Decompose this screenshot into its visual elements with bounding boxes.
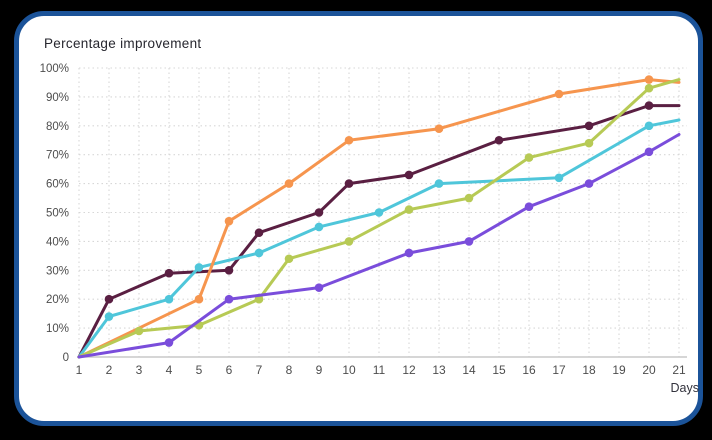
point-cyan-day-11	[374, 208, 384, 217]
point-lime-day-12	[404, 205, 414, 214]
point-lime-day-16	[524, 153, 534, 162]
point-violet-day-12	[404, 248, 414, 258]
y-tick-label: 10%	[46, 323, 69, 335]
point-cyan-day-4	[164, 294, 174, 304]
point-orange-day-5	[194, 294, 204, 304]
line-violet	[77, 133, 681, 359]
point-cyan-day-7	[254, 248, 264, 258]
point-plum-day-12	[404, 170, 414, 180]
point-violet-day-14	[464, 237, 474, 246]
x-tick-label: 3	[136, 363, 143, 377]
point-plum-day-18	[584, 121, 594, 131]
point-violet-day-9	[314, 283, 324, 292]
point-orange-day-13	[434, 124, 444, 133]
point-violet-day-6	[224, 294, 234, 304]
chart-card-inner: Percentage improvement 100% 90% 80% 70% 60% 5…	[19, 16, 699, 421]
x-tick-label: 17	[552, 363, 566, 377]
line-chart: 100%90%80%70%60%50%40%30%20%10%01 2 3 4 5 6 7 8…	[40, 63, 687, 377]
point-orange-day-10	[344, 135, 354, 145]
x-tick-label: 12	[402, 363, 416, 377]
x-tick-label: 9	[316, 363, 323, 377]
y-tick-label: 90%	[46, 92, 69, 104]
point-lime-day-3	[134, 326, 144, 336]
line-orange	[77, 78, 681, 359]
y-tick-label: 80%	[46, 121, 69, 133]
y-tick-label: 100%	[40, 63, 69, 75]
y-tick-label: 70%	[46, 150, 69, 162]
point-plum-day-15	[494, 135, 504, 145]
x-tick-label: 14	[462, 363, 476, 377]
y-tick-label: 30%	[46, 265, 69, 277]
x-tick-label: 15	[492, 363, 506, 377]
point-plum-day-7	[254, 228, 264, 238]
point-orange-day-17	[554, 89, 564, 99]
point-plum-day-10	[344, 179, 354, 188]
point-cyan-day-5	[194, 263, 204, 272]
y-tick-label: 50%	[46, 208, 69, 220]
point-cyan-day-20	[644, 121, 654, 131]
x-tick-label: 2	[106, 363, 113, 377]
point-violet-day-4	[164, 338, 174, 347]
point-orange-day-20	[644, 75, 654, 84]
x-tick-label: 11	[373, 363, 386, 377]
y-tick-label: 20%	[46, 294, 69, 306]
line-plum	[77, 104, 681, 359]
point-plum-day-20	[644, 101, 654, 110]
point-cyan-day-2	[104, 312, 114, 321]
point-violet-day-18	[584, 179, 594, 188]
point-orange-day-8	[284, 179, 294, 188]
x-tick-label: 6	[226, 363, 233, 377]
y-tick-label: 0	[63, 352, 69, 364]
chart-title: Percentage improvement	[44, 36, 202, 51]
point-cyan-day-9	[314, 222, 324, 232]
x-tick-label: 7	[256, 363, 263, 377]
chart-card: Percentage improvement 100% 90% 80% 70% 60% 5…	[14, 11, 703, 426]
x-tick-label: 8	[286, 363, 293, 377]
point-cyan-day-13	[434, 179, 444, 188]
x-tick-label: 1	[76, 363, 83, 377]
line-lime	[77, 78, 681, 359]
point-plum-day-4	[164, 268, 174, 278]
point-lime-day-14	[464, 193, 474, 203]
x-tick-label: 4	[166, 363, 173, 377]
point-plum-day-6	[224, 266, 234, 275]
point-violet-day-16	[524, 202, 534, 212]
y-tick-label: 60%	[46, 179, 69, 191]
point-lime-day-20	[644, 83, 654, 93]
point-orange-day-6	[224, 216, 234, 226]
point-violet-day-20	[644, 147, 654, 157]
x-tick-label: 19	[612, 363, 626, 377]
x-tick-label: 5	[196, 363, 203, 377]
x-tick-label: 18	[582, 363, 596, 377]
point-lime-day-18	[584, 138, 594, 148]
point-plum-day-9	[314, 208, 324, 217]
x-tick-label: 21	[672, 363, 686, 377]
x-axis-label: Days	[670, 381, 699, 395]
point-plum-day-2	[104, 294, 114, 304]
x-tick-label: 20	[642, 363, 656, 377]
point-lime-day-10	[344, 237, 354, 246]
x-tick-label: 13	[432, 363, 446, 377]
y-tick-label: 40%	[46, 236, 69, 248]
point-lime-day-8	[284, 254, 294, 264]
x-tick-label: 10	[342, 363, 356, 377]
x-tick-label: 16	[522, 363, 536, 377]
point-cyan-day-17	[554, 173, 564, 183]
